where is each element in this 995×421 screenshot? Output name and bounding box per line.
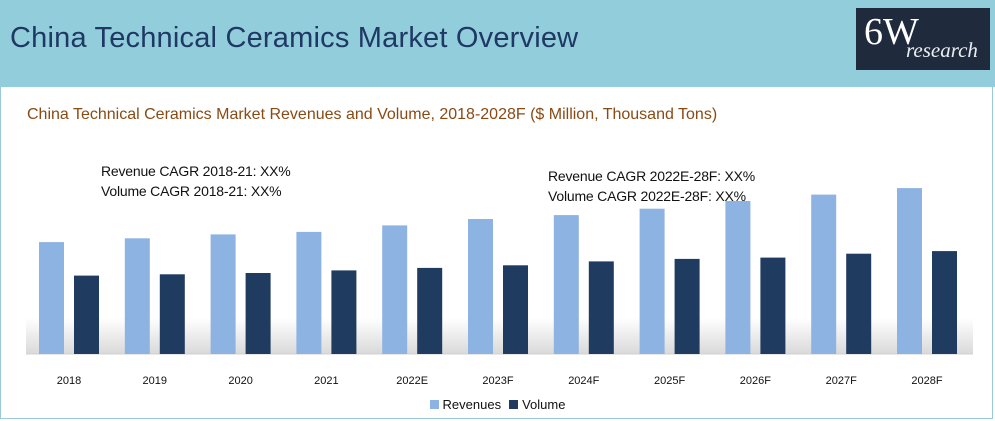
x-tick-label: 2024F bbox=[568, 375, 599, 387]
bar-volume-2023f bbox=[503, 265, 528, 354]
logo: 6W research bbox=[856, 8, 990, 70]
bar-revenues-2024f bbox=[553, 215, 579, 354]
cagr-annotation-right: Revenue CAGR 2022E-28F: XX% Volume CAGR … bbox=[548, 166, 755, 206]
x-tick-label: 2021 bbox=[314, 375, 338, 387]
legend-swatch-volume bbox=[509, 400, 519, 409]
x-tick-label: 2018 bbox=[57, 375, 81, 387]
bar-revenues-2025f bbox=[639, 208, 665, 354]
bar-volume-2022e bbox=[417, 267, 443, 354]
legend-label-revenues: Revenues bbox=[442, 397, 502, 412]
bar-volume-2025f bbox=[674, 258, 700, 354]
bar-revenues-2020 bbox=[210, 234, 236, 354]
bar-revenues-2022e bbox=[382, 225, 408, 354]
legend-label-volume: Volume bbox=[522, 397, 566, 412]
bar-volume-2024f bbox=[588, 261, 614, 354]
cagr-annotation-left: Revenue CAGR 2018-21: XX% Volume CAGR 20… bbox=[101, 161, 291, 201]
bar-volume-2026f bbox=[760, 257, 786, 354]
bar-volume-2027f bbox=[846, 253, 872, 354]
bar-revenues-2018 bbox=[39, 242, 64, 354]
volume-cagr-left: Volume CAGR 2018-21: XX% bbox=[101, 183, 282, 199]
x-tick-label: 2025F bbox=[654, 375, 685, 387]
legend-item-volume: Volume bbox=[509, 397, 565, 412]
x-tick-label: 2023F bbox=[482, 375, 513, 387]
bar-volume-2028f bbox=[932, 251, 957, 354]
bar-revenues-2026f bbox=[725, 201, 751, 354]
revenue-cagr-right: Revenue CAGR 2022E-28F: XX% bbox=[548, 168, 756, 184]
x-tick-label: 2026F bbox=[740, 375, 771, 387]
bar-revenues-2021 bbox=[296, 231, 322, 354]
bar-revenues-2028f bbox=[897, 188, 922, 354]
bar-volume-2021 bbox=[331, 270, 357, 354]
chart-legend: Revenues Volume bbox=[0, 397, 995, 412]
x-tick-label: 2027F bbox=[826, 375, 857, 387]
bar-revenues-2019 bbox=[124, 238, 150, 354]
bar-revenues-2023f bbox=[468, 219, 493, 354]
bar-volume-2020 bbox=[245, 273, 271, 354]
chart-title: China Technical Ceramics Market Revenues… bbox=[27, 106, 718, 123]
legend-item-revenues: Revenues bbox=[429, 397, 502, 412]
header-bar: China Technical Ceramics Market Overview bbox=[0, 0, 995, 87]
legend-swatch-revenues bbox=[429, 400, 439, 409]
bar-revenues-2027f bbox=[811, 194, 837, 354]
bar-volume-2019 bbox=[159, 274, 185, 354]
revenue-cagr-left: Revenue CAGR 2018-21: XX% bbox=[101, 163, 291, 179]
volume-cagr-right: Volume CAGR 2022E-28F: XX% bbox=[548, 188, 746, 204]
page-title: China Technical Ceramics Market Overview bbox=[10, 22, 579, 54]
bar-volume-2018 bbox=[74, 275, 99, 354]
x-tick-label: 2019 bbox=[143, 375, 167, 387]
logo-main-text: 6W bbox=[864, 11, 919, 53]
logo-sub-text: research bbox=[906, 38, 978, 62]
x-tick-label: 2022E bbox=[396, 375, 428, 387]
x-tick-label: 2028F bbox=[911, 375, 942, 387]
x-tick-label: 2020 bbox=[228, 375, 252, 387]
